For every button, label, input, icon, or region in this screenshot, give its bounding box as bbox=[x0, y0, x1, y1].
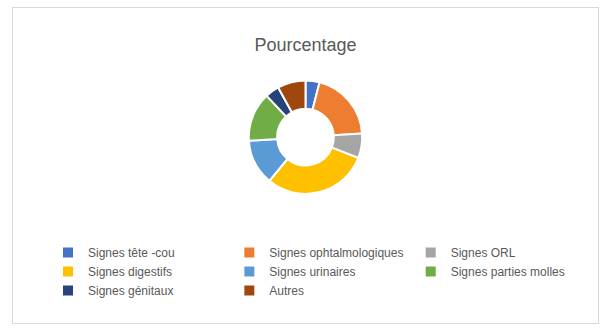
svg-text:Signes ophtalmologiques: Signes ophtalmologiques bbox=[269, 246, 403, 260]
svg-text:Signes digestifs: Signes digestifs bbox=[88, 265, 172, 279]
svg-text:Autres: Autres bbox=[269, 284, 304, 298]
svg-text:Signes génitaux: Signes génitaux bbox=[88, 284, 173, 298]
svg-text:Pourcentage: Pourcentage bbox=[254, 35, 356, 55]
svg-text:Signes urinaires: Signes urinaires bbox=[269, 265, 355, 279]
svg-text:Signes parties molles: Signes parties molles bbox=[451, 265, 565, 279]
svg-text:Signes tête -cou: Signes tête -cou bbox=[88, 246, 175, 260]
svg-text:Signes ORL: Signes ORL bbox=[451, 246, 516, 260]
